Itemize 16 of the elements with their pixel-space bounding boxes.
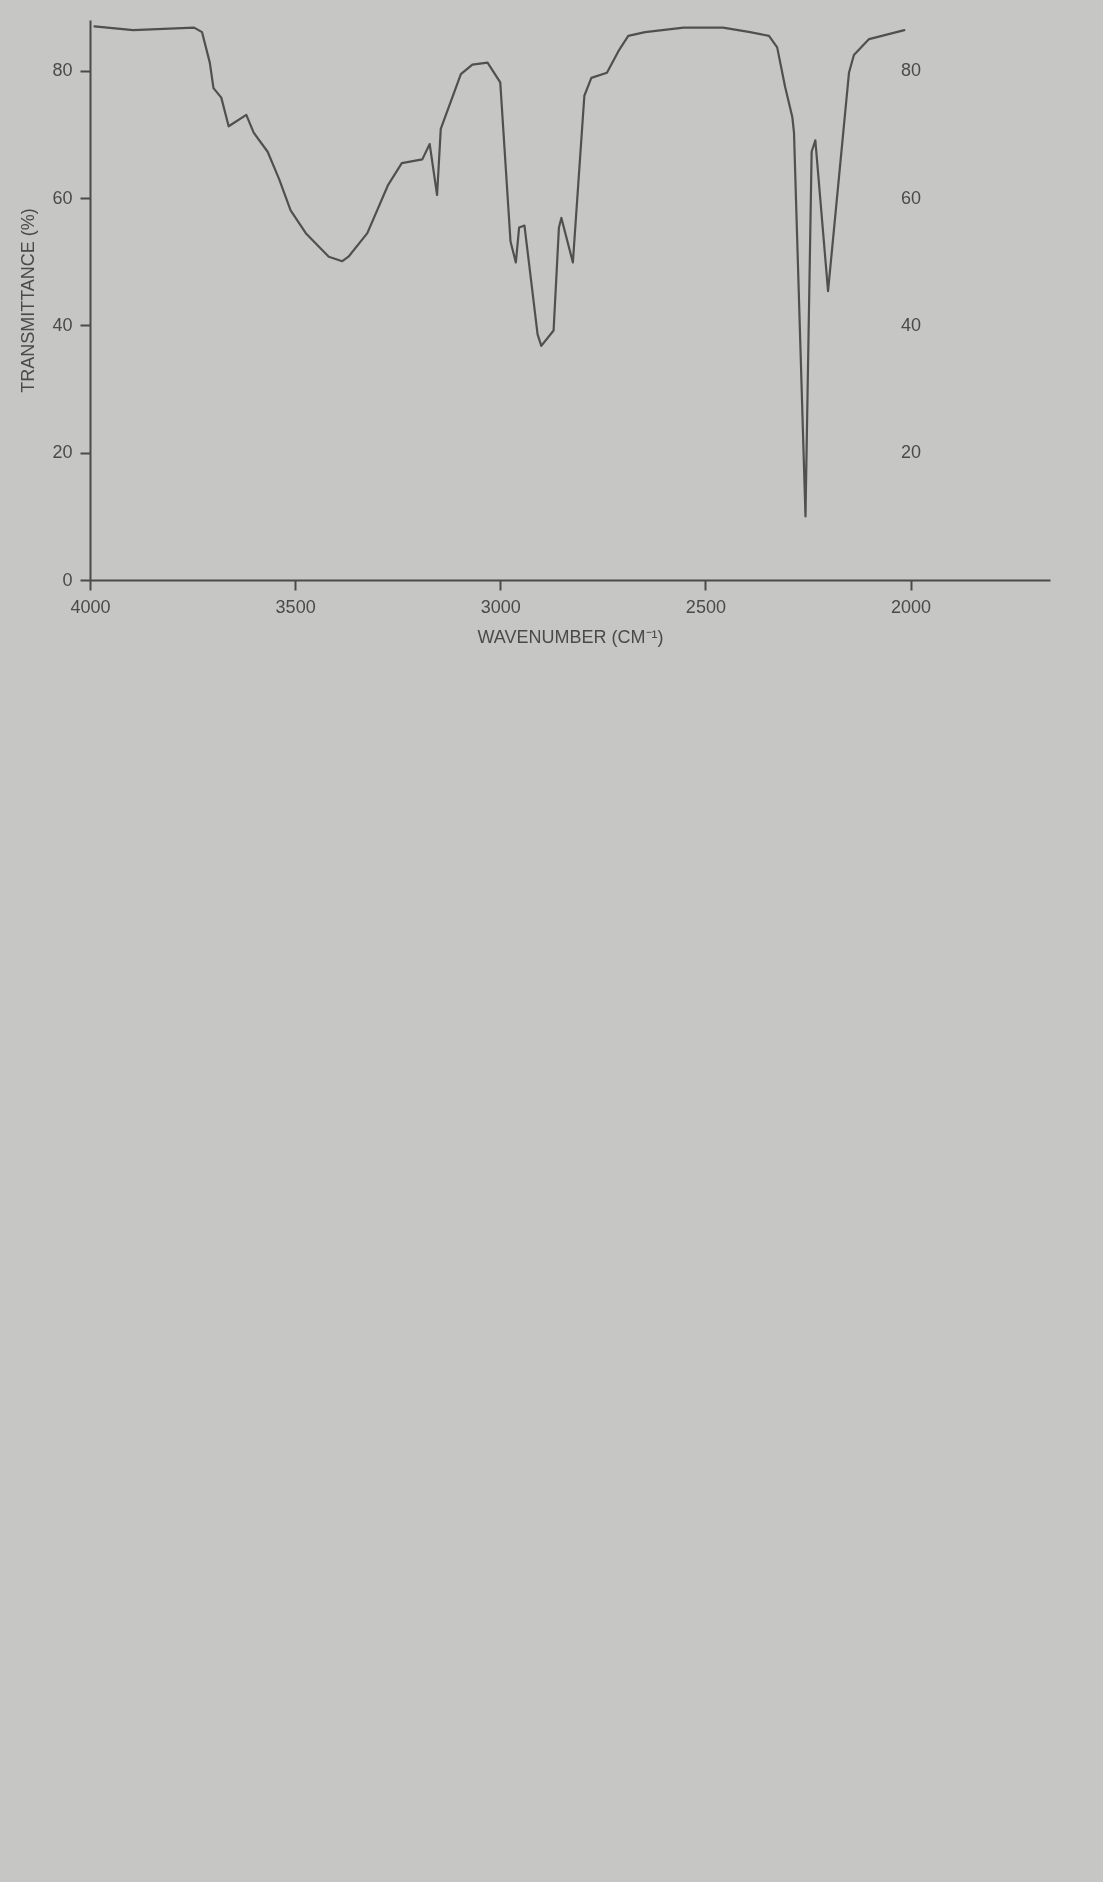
- y-tick-label: 20: [52, 442, 73, 463]
- x-tick-label: 3000: [480, 596, 521, 617]
- y-tick-label: 80: [52, 60, 73, 81]
- y-tick-label: 40: [52, 314, 73, 335]
- x-tick-label: 4000: [70, 596, 111, 617]
- x-tick-label: 3500: [275, 596, 316, 617]
- y2-tick-label: 20: [901, 442, 922, 463]
- y2-tick-label: 40: [901, 314, 922, 335]
- y2-tick-label: 80: [901, 60, 922, 81]
- y2-tick-label: 60: [901, 187, 922, 208]
- x-tick-label: 2000: [890, 596, 932, 617]
- x-axis-title: WAVENUMBER (CM⁻¹): [477, 626, 664, 647]
- y-axis-title: TRANSMITTANCE (%): [18, 208, 39, 393]
- x-tick-label: 2500: [685, 596, 726, 617]
- y-tick-label: 60: [52, 187, 73, 208]
- y-tick-label: 0: [62, 569, 73, 590]
